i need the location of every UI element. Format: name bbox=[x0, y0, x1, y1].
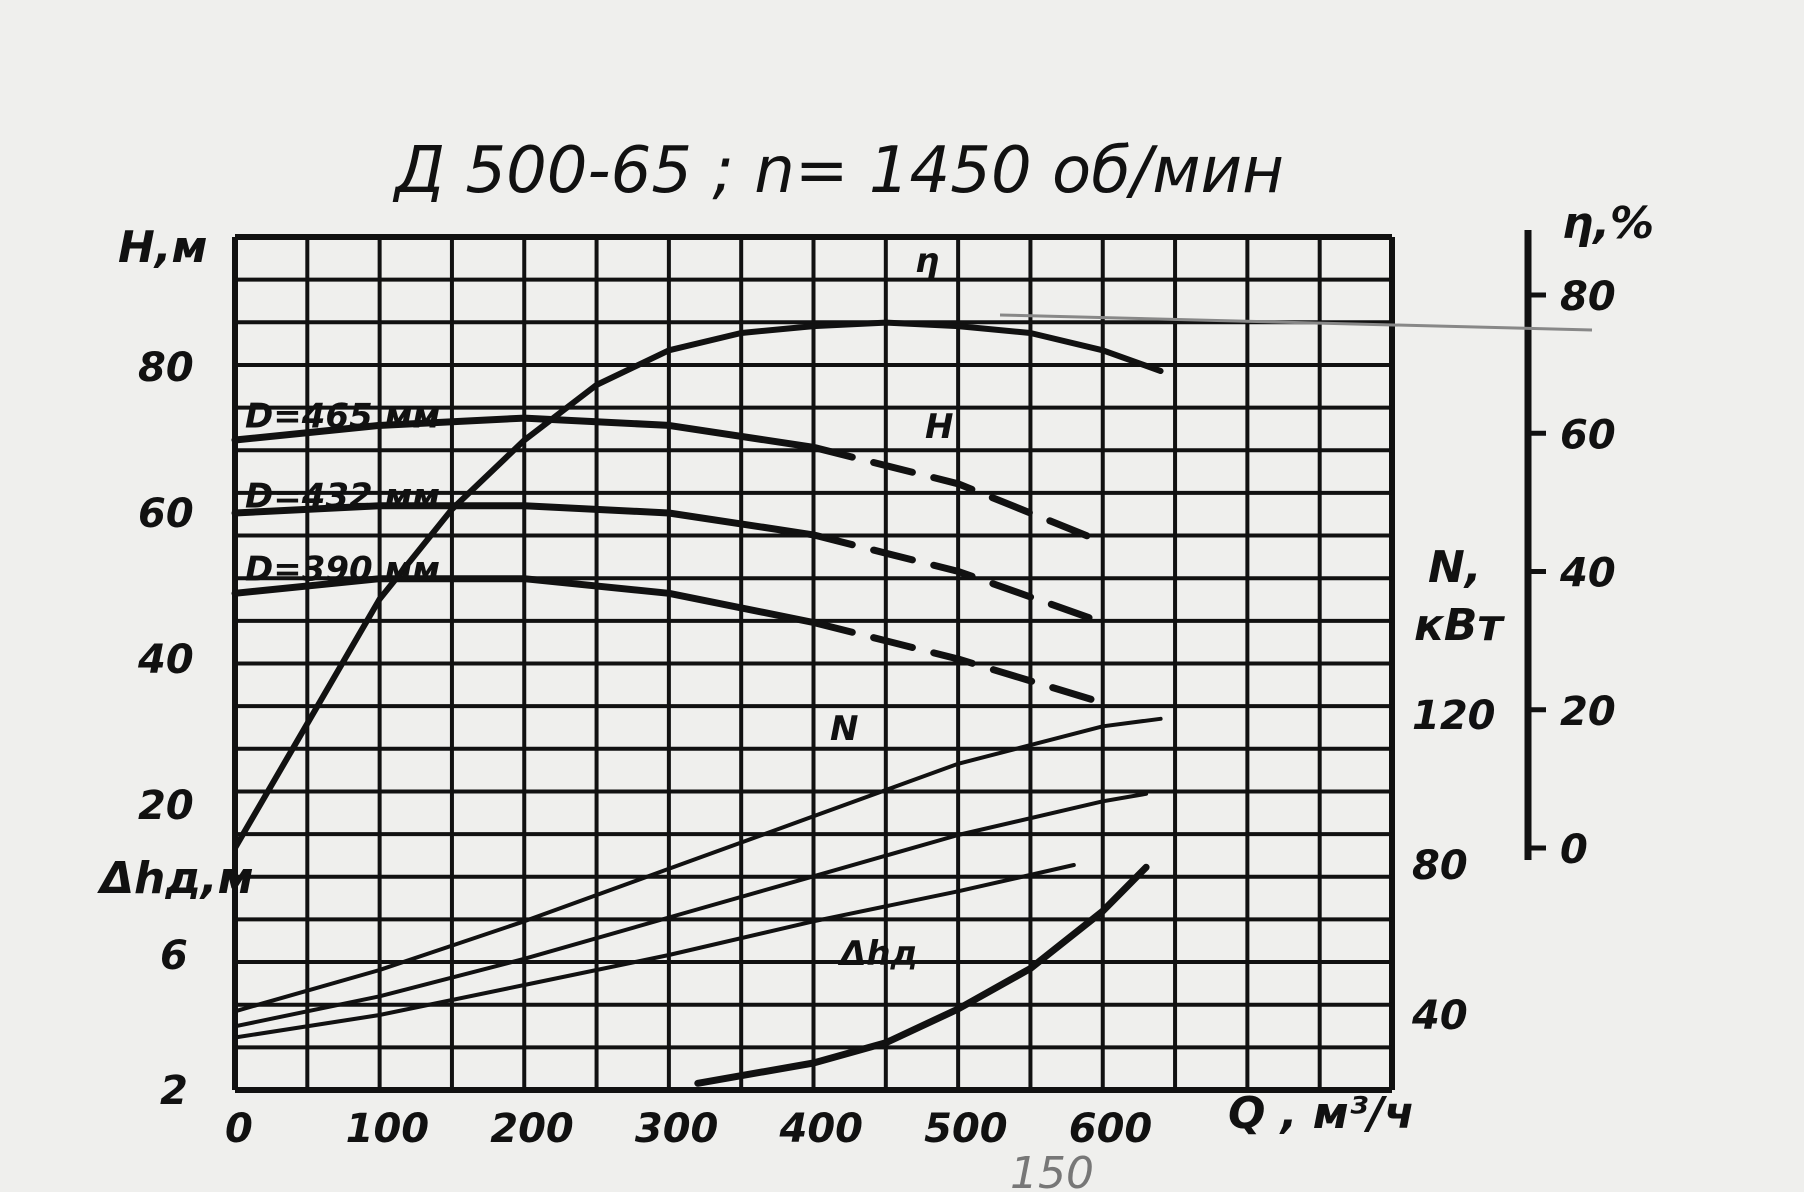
x-tick-label: 500 bbox=[924, 1106, 1008, 1152]
efficiency-axis: 0 20 40 60 80 bbox=[999, 230, 1616, 873]
y-npsh-ticks: 26 bbox=[160, 933, 188, 1114]
y-axis-head-label: H,м bbox=[118, 222, 208, 273]
x-tick-label: 600 bbox=[1069, 1106, 1153, 1152]
head-curve-label: H bbox=[925, 407, 953, 447]
head-curve-0-dashed bbox=[810, 443, 1107, 546]
x-axis-label: Q , м³/ч bbox=[1228, 1088, 1414, 1139]
y-power-tick-label: 40 bbox=[1411, 993, 1468, 1039]
efficiency-tick-label: 20 bbox=[1560, 689, 1616, 735]
y-head-tick-label: 60 bbox=[138, 491, 194, 537]
npsh-curve-label: Δhд bbox=[837, 934, 918, 974]
head-series-label: D=465 мм bbox=[245, 396, 440, 436]
y-head-tick-label: 40 bbox=[137, 637, 194, 683]
chart-title: Д 500-65 ; n= 1450 об/мин bbox=[392, 134, 1284, 208]
head-curve-1 bbox=[231, 502, 817, 539]
y-axis-power-unit: кВт bbox=[1414, 600, 1505, 651]
y-npsh-tick-label: 6 bbox=[160, 933, 188, 979]
y-axis-npsh-label: Δhд,м bbox=[97, 853, 254, 904]
efficiency-tick-label: 60 bbox=[1560, 412, 1616, 458]
x-tick-label: 100 bbox=[346, 1106, 430, 1152]
series-labels: D=465 мм D=432 мм D=390 мм η H N Δhд bbox=[245, 241, 953, 974]
head-curve-0 bbox=[231, 414, 817, 451]
head-series-label: D=390 мм bbox=[245, 550, 440, 590]
efficiency-tick-label: 40 bbox=[1559, 551, 1616, 597]
efficiency-curve bbox=[232, 319, 1164, 851]
y-power-ticks: 40 80 120 bbox=[1411, 693, 1496, 1039]
head-curve-1-dashed bbox=[810, 531, 1107, 626]
x-tick-label: 0 bbox=[225, 1106, 253, 1152]
x-tick-label: 300 bbox=[635, 1106, 719, 1152]
below-axis-note: 150 bbox=[1010, 1148, 1094, 1192]
head-series-label: D=432 мм bbox=[245, 477, 440, 517]
efficiency-tick-label: 80 bbox=[1560, 274, 1616, 320]
efficiency-reference-line bbox=[999, 313, 1593, 332]
series-layer bbox=[231, 319, 1164, 1087]
y-axis-power-label: N, bbox=[1428, 542, 1482, 593]
x-tick-label: 200 bbox=[490, 1106, 574, 1152]
power-curve-1 bbox=[233, 791, 1149, 1029]
efficiency-curve-label: η bbox=[915, 241, 939, 281]
head-curve-2 bbox=[231, 575, 817, 626]
y-power-tick-label: 80 bbox=[1412, 843, 1468, 889]
y-axis-efficiency-label: η,% bbox=[1562, 198, 1654, 249]
y-npsh-tick-label: 2 bbox=[160, 1068, 188, 1114]
power-curve-label: N bbox=[830, 709, 858, 749]
efficiency-tick-label: 0 bbox=[1560, 827, 1588, 873]
x-ticks: 0 100 200 300 400 500 600 bbox=[225, 1106, 1152, 1152]
head-curve-2-dashed bbox=[810, 619, 1107, 707]
npsh-curve bbox=[694, 863, 1150, 1087]
power-curve-0 bbox=[233, 716, 1163, 1014]
y-power-tick-label: 120 bbox=[1412, 693, 1496, 739]
x-tick-label: 400 bbox=[779, 1106, 864, 1152]
y-head-tick-label: 20 bbox=[138, 783, 194, 829]
y-head-tick-label: 80 bbox=[138, 345, 194, 391]
power-curve-2 bbox=[233, 863, 1076, 1040]
y-head-ticks: 20 40 60 80 bbox=[137, 345, 194, 829]
